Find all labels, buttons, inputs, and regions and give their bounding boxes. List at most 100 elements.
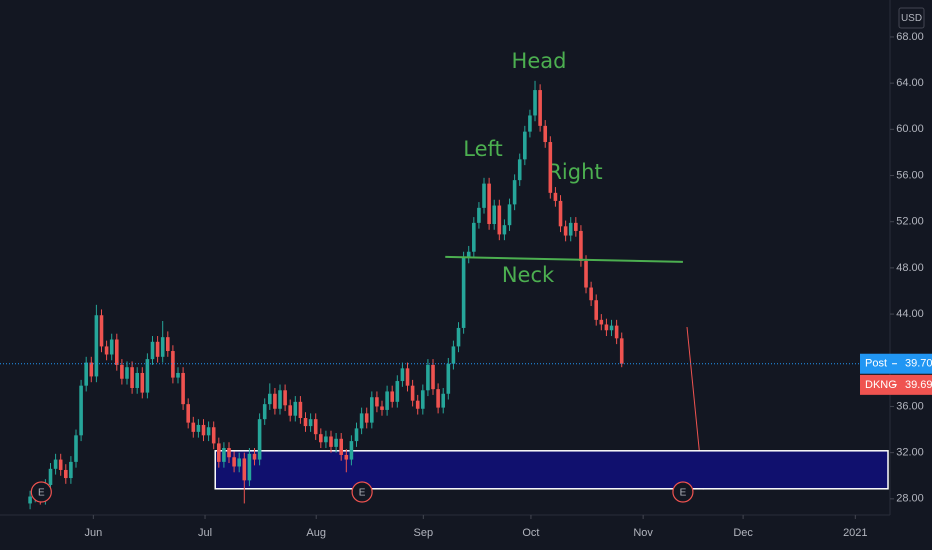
y-tick-label: 52.00	[896, 216, 924, 228]
candle-body	[171, 351, 175, 378]
candle-body	[329, 436, 333, 447]
candle-body	[211, 427, 216, 444]
y-tick-label: 48.00	[896, 262, 924, 274]
candle-body	[568, 222, 573, 236]
candle-body	[405, 368, 410, 386]
candle-body	[619, 338, 624, 364]
neckline	[445, 255, 683, 263]
candle-body	[574, 222, 578, 231]
candle-body	[140, 372, 145, 393]
candle-body	[308, 419, 313, 427]
candle-body	[232, 457, 236, 467]
candle-body	[104, 346, 109, 355]
candle-body	[543, 125, 548, 143]
candle-body	[48, 468, 53, 485]
candle-body	[89, 362, 94, 377]
candle-body	[553, 192, 558, 201]
earnings-label: E	[359, 488, 366, 499]
candle-body	[487, 183, 491, 225]
candle-body	[53, 459, 58, 469]
candle-body	[227, 448, 231, 458]
candle-body	[63, 469, 68, 479]
candle-body	[176, 372, 180, 378]
candle-body	[94, 315, 99, 377]
candle-body	[415, 400, 420, 409]
candle-body	[364, 413, 369, 423]
earnings-marker	[672, 481, 694, 503]
candle-body	[400, 368, 405, 382]
candle-body	[242, 458, 247, 481]
candle-body	[446, 363, 451, 394]
candle-body	[114, 339, 119, 365]
candle-body	[548, 142, 553, 193]
candle-body	[99, 315, 104, 347]
candle-body	[324, 436, 328, 443]
candle-body	[512, 180, 517, 205]
price-label-name: DKNG	[865, 379, 897, 391]
candle-body	[222, 448, 226, 462]
candle-body	[354, 428, 359, 442]
x-tick-label: 2021	[843, 527, 867, 539]
candle-body	[334, 438, 338, 447]
candle-body	[69, 461, 73, 479]
candle-body	[370, 397, 374, 423]
currency-box[interactable]	[898, 7, 925, 29]
candle-body	[451, 346, 456, 364]
earnings-label: E	[680, 488, 687, 499]
candle-body	[74, 435, 78, 462]
annotation: Head	[512, 49, 567, 73]
y-tick-label: 28.00	[896, 493, 924, 505]
candle-body	[217, 443, 221, 462]
candle-body	[339, 438, 344, 455]
candle-body	[461, 257, 466, 328]
candle-body	[385, 391, 389, 410]
candle-body	[395, 381, 400, 402]
candle-body	[145, 359, 150, 393]
annotation: Right	[547, 160, 602, 184]
y-tick-label: 68.00	[896, 31, 924, 43]
candle-body	[160, 337, 165, 357]
support-zone	[214, 450, 889, 490]
x-tick-label: Dec	[733, 527, 753, 539]
candle-body	[359, 413, 364, 429]
candle-body	[533, 90, 537, 116]
candle-body	[375, 397, 379, 407]
candle-body	[589, 287, 593, 301]
candle-body	[130, 367, 134, 388]
candle-body	[257, 419, 262, 460]
price-label-value: 39.70	[905, 358, 932, 370]
candle-body	[492, 205, 497, 225]
candle-body	[181, 372, 185, 405]
candle-body	[517, 159, 522, 181]
y-tick-label: 36.00	[896, 400, 924, 412]
candle-body	[344, 454, 349, 460]
candle-body	[247, 453, 252, 481]
candle-body	[79, 385, 83, 436]
candle-body	[497, 205, 502, 235]
candle-body	[390, 391, 395, 402]
candle-body	[614, 325, 619, 339]
y-tick-label: 56.00	[896, 169, 924, 181]
candle-body	[150, 341, 155, 360]
candle-body	[472, 222, 476, 252]
candle-body	[482, 183, 486, 208]
candle-body	[319, 434, 323, 443]
candle-body	[58, 459, 63, 470]
candle-body	[523, 131, 527, 160]
x-tick-label: Jun	[84, 527, 102, 539]
candle-body	[380, 406, 384, 410]
candle-body	[186, 404, 191, 423]
candle-body	[155, 341, 160, 357]
candle-body	[283, 390, 287, 406]
x-tick-label: Sep	[414, 527, 434, 539]
earnings-marker	[30, 481, 52, 503]
y-tick-label: 64.00	[896, 77, 924, 89]
annotation: Left	[463, 137, 503, 161]
candle-body	[477, 207, 481, 223]
x-tick-label: Jul	[198, 527, 212, 539]
candle-body	[466, 251, 471, 258]
candle-body	[349, 441, 354, 460]
y-tick-label: 44.00	[896, 308, 924, 320]
candle-body	[538, 90, 542, 126]
